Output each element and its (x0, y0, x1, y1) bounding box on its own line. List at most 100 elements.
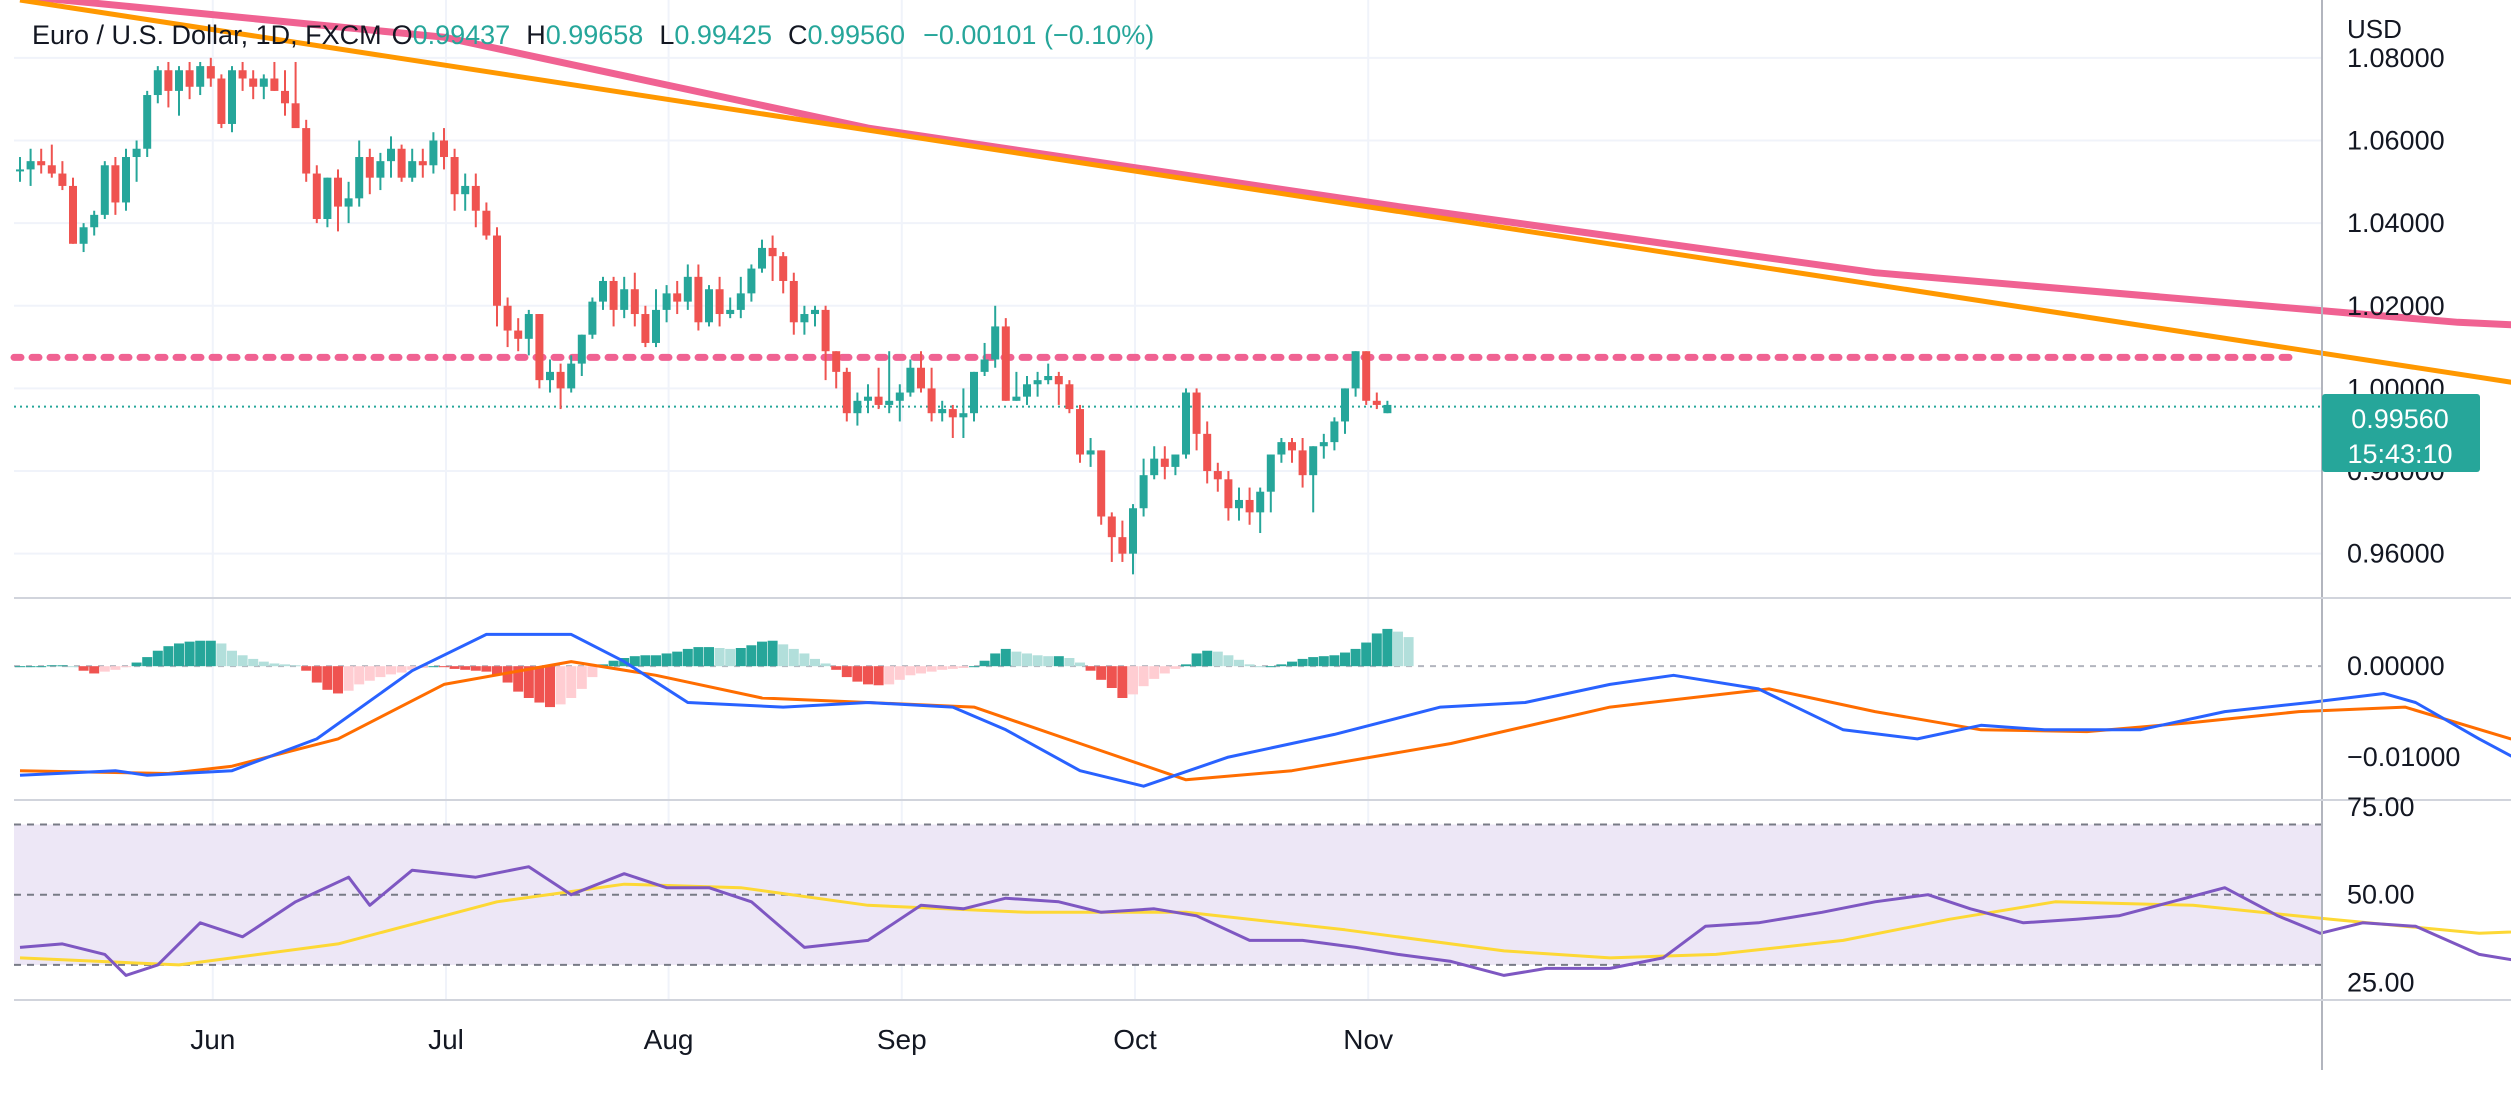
candle-body (917, 367, 925, 389)
candle-body (37, 161, 46, 166)
candle-body (885, 400, 894, 405)
candle-body (630, 289, 639, 315)
candle-body (874, 396, 883, 405)
macd-histogram-bar (916, 666, 926, 674)
price-tick-label: 1.06000 (2347, 125, 2445, 155)
macd-histogram-bar (1403, 637, 1414, 667)
candle-body (1182, 392, 1190, 455)
macd-histogram-bar (757, 641, 767, 667)
time-tick-label: Jun (190, 1024, 235, 1055)
macd-histogram-bar (184, 641, 195, 667)
candle-body (1288, 442, 1296, 451)
candle-body (715, 289, 724, 315)
candle-body (1150, 458, 1159, 476)
macd-histogram-bar (1276, 664, 1287, 667)
candle-body (1001, 326, 1010, 401)
macd-histogram-bar (1138, 666, 1149, 687)
candle-body (344, 198, 353, 207)
candle-body (1213, 471, 1222, 480)
macd-histogram-bar (534, 666, 545, 703)
candle-body (927, 388, 936, 414)
macd-histogram-bar (1255, 666, 1266, 668)
candle-body (228, 70, 236, 124)
macd-histogram-bar (661, 653, 672, 667)
macd-histogram-bar (1128, 666, 1138, 695)
macd-histogram-bar (810, 658, 820, 667)
candle-body (164, 70, 173, 91)
macd-histogram-bar (1032, 655, 1043, 667)
macd-signal-line (19, 660, 2511, 782)
candle-body (1107, 516, 1116, 538)
candle-body (355, 157, 364, 199)
macd-histogram-bar (820, 663, 831, 667)
candle-body (153, 70, 162, 96)
macd-histogram-bar (364, 666, 375, 681)
macd-histogram-bar (99, 666, 110, 672)
candle-body (959, 413, 968, 418)
macd-histogram-bar (1117, 666, 1128, 698)
candle-body (1203, 433, 1212, 472)
candle-body (1266, 454, 1275, 492)
candle-body (387, 148, 395, 162)
macd-histogram-bar (523, 666, 534, 698)
candle-body (1118, 537, 1127, 554)
macd-histogram-bar (778, 644, 789, 667)
candle-body (1086, 450, 1095, 455)
candle-body (365, 157, 374, 178)
time-tick-label: Nov (1343, 1024, 1393, 1055)
candle-body (1245, 499, 1254, 513)
macd-histogram-bar (1340, 652, 1350, 667)
candle-body (79, 227, 88, 244)
macd-histogram-bar (1382, 628, 1393, 667)
macd-histogram-bar (788, 648, 799, 667)
candle-body (524, 314, 533, 339)
candle-body (503, 305, 512, 331)
candle-body (652, 309, 660, 343)
macd-histogram-bar (470, 666, 481, 671)
trend-line (19, 0, 2511, 385)
price-tick-label: 1.08000 (2347, 43, 2445, 73)
macd-histogram-bar (1393, 631, 1403, 667)
candle-body (1129, 508, 1137, 554)
macd-histogram-bar (205, 640, 216, 667)
macd-histogram-bar (492, 666, 502, 676)
macd-histogram-bar (651, 655, 661, 667)
candle-body (546, 371, 554, 381)
macd-histogram-bar (1000, 648, 1011, 667)
candle-body (864, 396, 872, 401)
rsi-band (14, 823, 2322, 966)
candle-body (69, 185, 77, 244)
symbol-title: Euro / U.S. Dollar, 1D, FXCM O0.99437 H0.9… (32, 20, 1154, 50)
candle-body (1023, 384, 1031, 397)
macd-histogram-bar (672, 651, 683, 667)
candle-body (408, 161, 417, 178)
macd-histogram-bar (937, 666, 948, 670)
candle-body (323, 177, 332, 219)
indicator-lines (19, 632, 2511, 977)
macd-tick-label: 0.00000 (2347, 651, 2445, 681)
currency-label: USD (2347, 14, 2402, 44)
candle-body (132, 148, 141, 158)
macd-histogram-bar (1361, 642, 1372, 667)
candle-body (1298, 450, 1307, 476)
macd-histogram-bar (216, 643, 227, 667)
macd-histogram-bar (269, 663, 280, 667)
last-price-badge-bg (2322, 394, 2480, 472)
candle-body (747, 268, 756, 294)
macd-tick-label: −0.01000 (2347, 742, 2460, 772)
macd-histogram-bar (481, 666, 492, 672)
candle-body (662, 293, 671, 310)
last-price-badge: 0.99560 15:43:10 (2322, 394, 2480, 472)
macd-histogram-bar (386, 666, 396, 675)
candle-body (1362, 351, 1371, 401)
candle-body (980, 359, 989, 372)
macd-histogram-bar (280, 664, 290, 667)
candle-body (58, 173, 67, 186)
macd-histogram-bar (1106, 666, 1117, 688)
macd-histogram-bar (735, 648, 746, 667)
macd-histogram-bar (1371, 633, 1382, 667)
price-overlay-lines (10, 0, 2511, 408)
candle-body (1330, 421, 1339, 443)
candle-body (1235, 499, 1243, 509)
